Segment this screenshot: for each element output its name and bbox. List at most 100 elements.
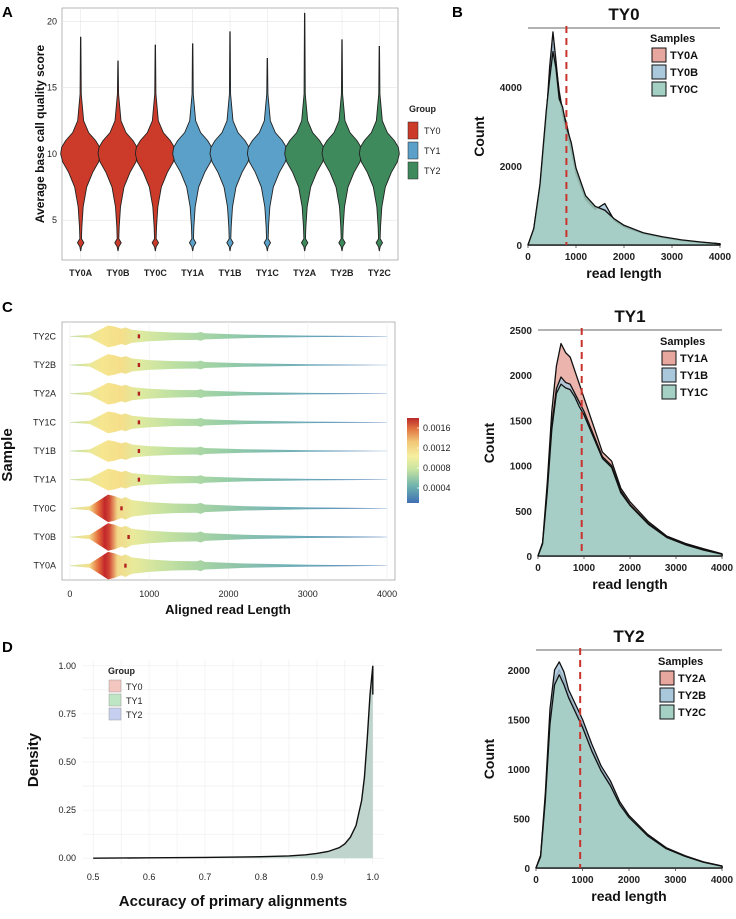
x-tick-label-c: 1000	[139, 589, 159, 599]
legend-label-d-ty1: TY1	[126, 696, 143, 706]
median-marker-ty0a	[124, 563, 127, 568]
legend-label-ty1b: TY1B	[680, 370, 708, 382]
violin-row-ty2b	[69, 354, 388, 376]
legend-label-ty1c: TY1C	[680, 387, 708, 399]
violin-row-ty2c	[69, 325, 388, 348]
x-axis-title-ty0: read length	[586, 265, 661, 281]
y-tick-label-a: 5	[52, 215, 57, 225]
legend-swatch-ty0c	[651, 81, 667, 97]
x-tick-label-d: 0.5	[87, 872, 100, 882]
legend-title-ty0: Samples	[650, 33, 695, 45]
ticks-c: 0 1000 2000 3000 4000	[67, 589, 397, 599]
panel-letter-c: C	[2, 299, 13, 316]
heatmap-violin-chart-c: TY2C TY2B TY2A TY1C TY1B TY1A TY0C TY0B TY0A 0 10…	[0, 321, 451, 617]
median-marker-ty1c	[137, 420, 141, 425]
legend-label-d-ty2: TY2	[126, 710, 143, 720]
x-tick-label-ty0: 1000	[565, 252, 588, 263]
y-tick-label-d: 0.75	[58, 709, 76, 719]
y-tick-label-ty1: 2000	[510, 371, 533, 382]
legend-swatch-d-ty1	[108, 693, 122, 707]
y-tick-label-ty1: 1500	[510, 416, 533, 427]
violin-row-ty0a	[69, 551, 388, 580]
colorbar-c: 0.0016 0.0012 0.0008 0.0004	[407, 418, 451, 503]
y-axis-title-ty0: Count	[471, 116, 487, 157]
chart-title-ty1: TY1	[614, 307, 645, 326]
violin-ty2c	[358, 46, 400, 252]
legend-swatch-ty1b	[661, 367, 677, 383]
y-tick-label-c: TY1C	[33, 417, 57, 427]
x-axis-title-d: Accuracy of primary alignments	[119, 893, 347, 910]
x-tick-label-ty2: 4000	[711, 875, 734, 886]
y-tick-label-ty2: 2000	[508, 666, 531, 677]
y-tick-label-c: TY2A	[33, 389, 56, 399]
x-axis-title-ty1: read length	[592, 576, 667, 592]
y-tick-label-d: 1.00	[58, 661, 76, 671]
violin-row-ty1c	[69, 411, 388, 434]
y-tick-label-c: TY0A	[33, 561, 56, 571]
x-tick-label-ty0: 2000	[613, 252, 636, 263]
x-tick-label-a: TY1B	[218, 268, 242, 278]
legend-title-d: Group	[108, 666, 135, 676]
y-tick-label-d: 0.25	[58, 805, 76, 815]
y-tick-label-d: 0.00	[58, 853, 76, 863]
x-axis-title-c: Aligned read Length	[165, 602, 291, 617]
y-axis-title-ty1: Count	[481, 422, 497, 463]
median-marker-ty1a	[137, 477, 141, 482]
legend-a: Group TY0 TY1 TY2	[407, 104, 441, 180]
legend-label-ty0b: TY0B	[670, 67, 698, 79]
x-tick-label-ty2: 2000	[618, 875, 641, 886]
x-axis-title-ty2: read length	[591, 888, 666, 904]
legend-swatch-ty2a	[659, 670, 675, 686]
x-tick-label-a: TY0A	[69, 268, 93, 278]
legend-swatch-ty0a	[651, 47, 667, 63]
legend-swatch-ty1a	[661, 350, 677, 366]
violins-a	[60, 12, 400, 252]
colorbar-label: 0.0004	[423, 483, 451, 493]
area-ty2c	[535, 674, 723, 869]
violin-row-ty2a	[69, 382, 388, 405]
y-ticks-a: 20 15 10 5	[47, 16, 57, 225]
y-tick-label-a: 20	[47, 16, 57, 26]
x-tick-label-a: TY2B	[330, 268, 354, 278]
chart-title-ty2: TY2	[613, 627, 644, 646]
y-tick-label-d: 0.50	[58, 757, 76, 767]
x-tick-label-a: TY2A	[293, 268, 317, 278]
x-tick-label-ty2: 0	[533, 875, 539, 886]
legend-swatch-d-ty2	[108, 707, 122, 721]
colorbar-label: 0.0012	[423, 443, 451, 453]
legend-swatch-ty0b	[651, 64, 667, 80]
panel-letter-b: B	[452, 4, 463, 21]
y-tick-label-c: TY1A	[33, 475, 56, 485]
y-tick-label-ty1: 1000	[510, 462, 533, 473]
y-axis-title-d: Density	[25, 732, 42, 787]
legend-title-ty2: Samples	[658, 656, 703, 668]
median-marker-ty2c	[137, 334, 141, 339]
y-tick-label-ty0: 2000	[500, 162, 523, 173]
panel-letter-a: A	[2, 4, 13, 21]
median-marker-ty2b	[137, 363, 141, 367]
x-tick-label-c: 4000	[377, 589, 397, 599]
y-tick-label-ty2: 1500	[508, 715, 531, 726]
legend-swatch-d-ty0	[108, 679, 122, 693]
x-tick-label-ty2: 3000	[664, 875, 687, 886]
histogram-ty0: TY0 0 1000 2000 3000 4000 0 2000 4000 read length…	[471, 5, 732, 281]
legend-label-ty0a: TY0A	[670, 50, 698, 62]
panel-letter-d: D	[2, 639, 13, 656]
rows-c: TY2C TY2B TY2A TY1C TY1B TY1A TY0C TY0B TY0A	[33, 325, 388, 580]
y-tick-label-ty1: 500	[515, 507, 532, 518]
x-tick-label-a: TY1A	[181, 268, 205, 278]
violin-row-ty1b	[69, 440, 388, 462]
x-ticks-a: TY0A TY0B TY0C TY1A TY1B TY1C TY2A TY2B TY2C	[69, 268, 391, 278]
x-tick-label-a: TY0B	[106, 268, 130, 278]
legend-swatch-ty1c	[661, 384, 677, 400]
legend-label-ty1a: TY1A	[680, 353, 708, 365]
legend-title-ty1: Samples	[660, 336, 705, 348]
colorbar-rect	[407, 418, 419, 503]
y-axis-title-ty2: Count	[481, 738, 497, 779]
chart-title-ty0: TY0	[608, 5, 639, 24]
y-tick-label-ty1: 0	[526, 552, 532, 563]
histogram-ty1: TY1 0 1000 2000 3000 4000 0 500 1000 1500 2000 2500…	[481, 307, 734, 592]
area-ty0c	[527, 51, 721, 246]
y-tick-label-c: TY2C	[33, 331, 57, 341]
